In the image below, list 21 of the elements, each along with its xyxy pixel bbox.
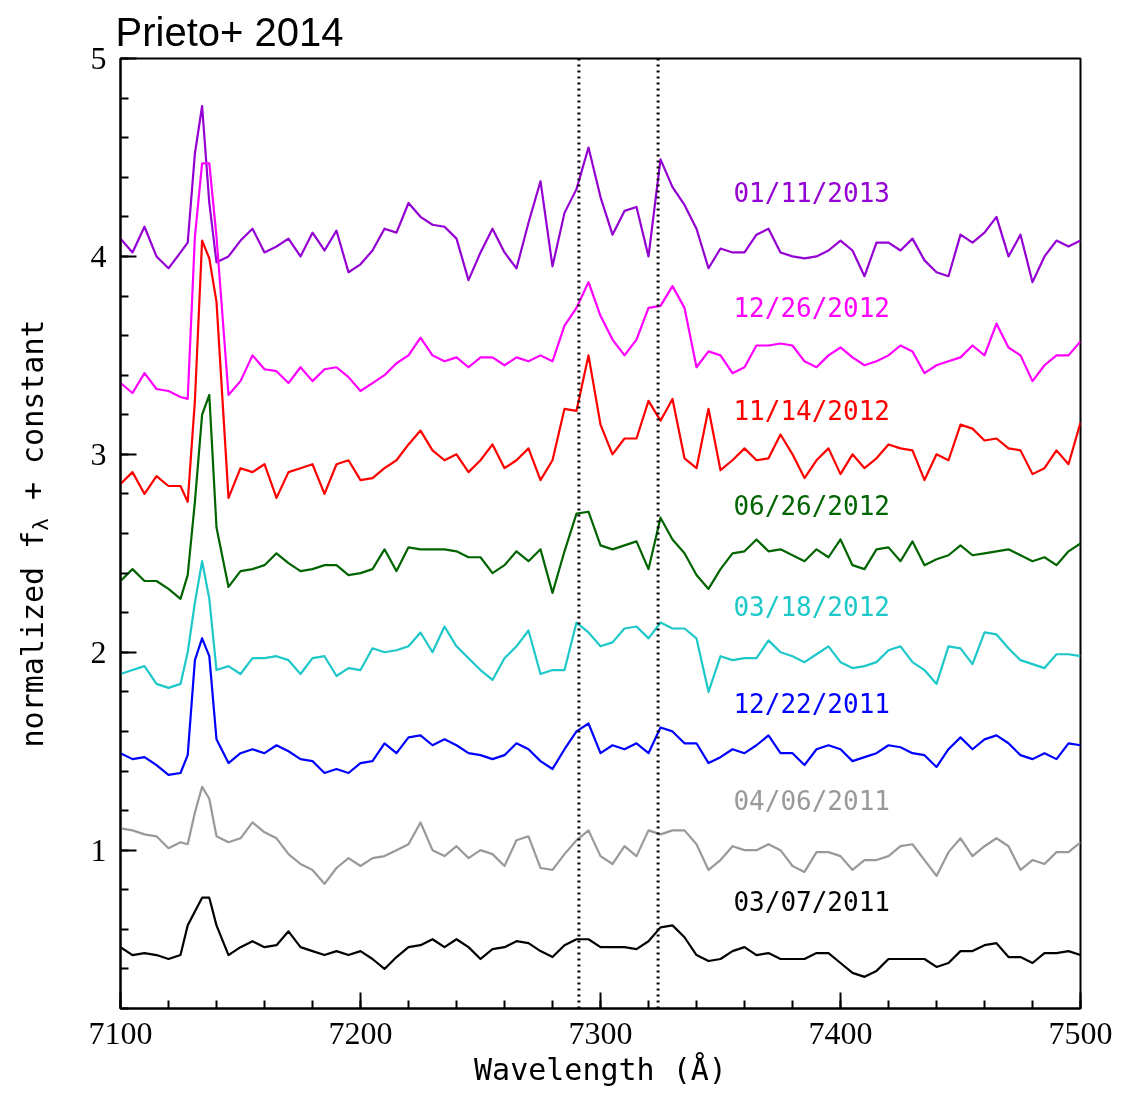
y-tick-label: 1 <box>90 831 107 868</box>
series-label: 12/26/2012 <box>733 292 890 323</box>
x-tick-label: 7500 <box>1048 1014 1113 1051</box>
y-tick-label: 2 <box>90 633 107 670</box>
series-label: 06/26/2012 <box>733 490 890 521</box>
series-label: 04/06/2011 <box>733 785 890 816</box>
chart-title: Prieto+ 2014 <box>115 9 344 54</box>
series-label: 03/18/2012 <box>733 591 890 622</box>
y-tick-label: 4 <box>90 237 107 274</box>
x-tick-label: 7300 <box>568 1014 633 1051</box>
y-axis-title: normalized fλ + constant <box>15 319 53 748</box>
series-label: 12/22/2011 <box>733 688 890 719</box>
series-label: 11/14/2012 <box>733 395 890 426</box>
x-tick-label: 7200 <box>328 1014 393 1051</box>
y-tick-label: 5 <box>90 40 107 76</box>
y-tick-label: 3 <box>90 435 107 472</box>
series-label: 01/11/2013 <box>733 178 890 209</box>
series-label: 03/07/2011 <box>733 886 890 917</box>
x-tick-label: 7100 <box>88 1014 153 1051</box>
x-axis-title: Wavelength (Å) <box>474 1051 727 1087</box>
x-tick-label: 7400 <box>808 1014 873 1051</box>
